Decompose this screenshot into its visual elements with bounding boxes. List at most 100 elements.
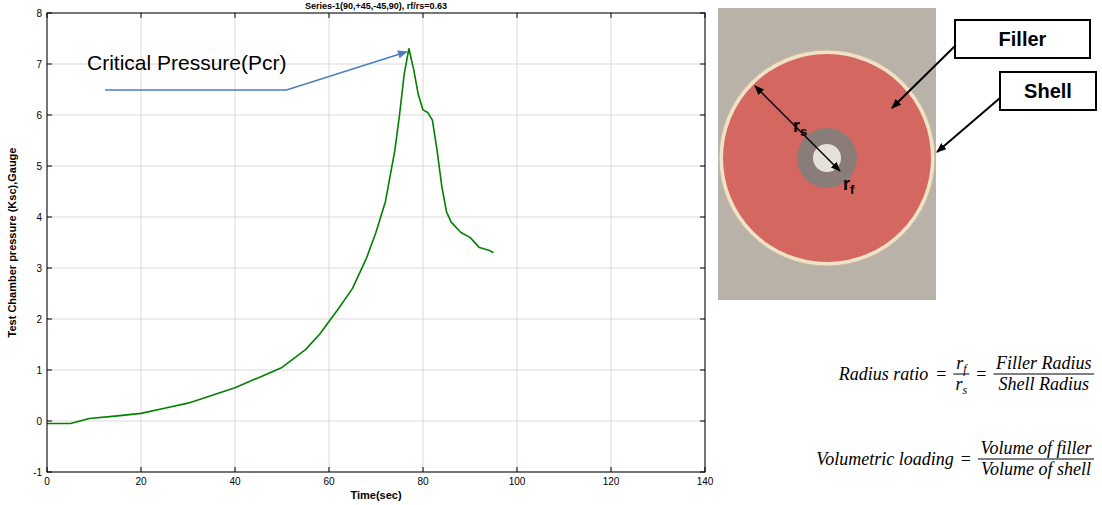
y-axis-title: Test Chamber pressure (Ksc),Gauge	[6, 148, 18, 338]
grid-line	[235, 13, 236, 472]
text-base: Shell Radius	[999, 374, 1090, 394]
tick-mark	[235, 13, 236, 18]
fraction-denominator: rs	[955, 374, 967, 397]
tick-mark	[47, 268, 52, 269]
grid-line	[47, 268, 705, 269]
tick-mark	[700, 217, 705, 218]
tick-mark	[611, 13, 612, 18]
tick-label: 80	[417, 476, 429, 487]
formula-lhs: Radius ratio	[838, 364, 929, 384]
tick-mark	[517, 467, 518, 472]
grid-line	[141, 13, 142, 472]
grid-line	[47, 421, 705, 422]
grid-line	[47, 166, 705, 167]
tick-mark	[47, 421, 52, 422]
text-subscript: f	[850, 182, 855, 197]
tick-mark	[700, 370, 705, 371]
annotation: Critical Pressure(Pcr)	[87, 51, 287, 74]
formula-lhs: Volumetric loading	[816, 449, 954, 469]
fraction-bar	[994, 374, 1095, 375]
tick-mark	[47, 217, 52, 218]
plot-data	[47, 49, 494, 424]
grid-line	[47, 115, 705, 116]
x-axis-title: Time(sec)	[350, 489, 401, 501]
radius-label: rs	[793, 116, 807, 139]
tick-mark	[47, 115, 52, 116]
tick-label: 6	[36, 110, 42, 121]
text-base: r	[843, 174, 850, 194]
text-base: Filler Radius	[995, 353, 1092, 373]
grid-line	[611, 13, 612, 472]
formula: Radius ratio=rfrs=Filler RadiusShell Rad…	[838, 353, 1094, 397]
callout-box	[955, 20, 1090, 58]
text-base: Volume of shell	[981, 459, 1091, 479]
chart-title: Series-1(90,+45,-45,90), rf/rs=0.63	[305, 1, 447, 11]
tick-mark	[700, 166, 705, 167]
tick-mark	[141, 467, 142, 472]
tick-mark	[700, 319, 705, 320]
radius-arrow	[827, 158, 840, 171]
tick-label: 5	[36, 161, 42, 172]
callout-arrow	[937, 98, 1000, 152]
plot-bg	[47, 13, 705, 472]
callout-label: Filler	[999, 28, 1047, 50]
tick-mark	[329, 13, 330, 18]
tick-mark	[235, 467, 236, 472]
tick-mark	[47, 370, 52, 371]
tick-label: 1	[36, 365, 42, 376]
text-base: Volume of filler	[981, 438, 1093, 458]
grid-line	[47, 319, 705, 320]
tick-label: -1	[33, 467, 42, 478]
plot-frame	[47, 13, 705, 472]
tick-label: 7	[36, 59, 42, 70]
tick-label: 20	[135, 476, 147, 487]
grid-line	[47, 370, 705, 371]
annotation-arrow	[105, 52, 407, 90]
tick-mark	[423, 467, 424, 472]
text-subscript: s	[963, 383, 968, 397]
grid-line	[329, 13, 330, 472]
tick-label: 4	[36, 212, 42, 223]
figure: 020406080100120140-1012345678Series-1(90…	[0, 0, 1102, 505]
tick-mark	[700, 115, 705, 116]
grid-line	[517, 13, 518, 472]
fraction-bar	[978, 459, 1094, 460]
tick-label: 60	[323, 476, 335, 487]
text-base: r	[793, 116, 800, 136]
radius-arrow	[755, 86, 827, 158]
tick-mark	[329, 467, 330, 472]
tick-mark	[141, 13, 142, 18]
tick-mark	[47, 64, 52, 65]
tick-label: 8	[36, 8, 42, 19]
tick-label: 2	[36, 314, 42, 325]
grid-line	[47, 217, 705, 218]
tick-label: 0	[44, 476, 50, 487]
tick-mark	[700, 421, 705, 422]
formula-operator: =	[961, 449, 971, 469]
tick-label: 3	[36, 263, 42, 274]
tick-mark	[47, 166, 52, 167]
fraction-denominator: Shell Radius	[999, 374, 1090, 394]
tick-mark	[423, 13, 424, 18]
fraction-denominator: Volume of shell	[981, 459, 1091, 479]
formula-operator: =	[976, 364, 986, 384]
fraction-numerator: Volume of filler	[981, 438, 1093, 458]
fraction-bar	[953, 374, 969, 375]
tick-label: 0	[36, 416, 42, 427]
tick-mark	[700, 268, 705, 269]
fraction-numerator: Filler Radius	[995, 353, 1092, 373]
text-subscript: s	[800, 124, 807, 139]
fraction-numerator: rf	[956, 353, 968, 376]
formula: Volumetric loading = Volume of fillerVolum…	[816, 438, 1094, 479]
tick-label: 100	[509, 476, 526, 487]
radius-label: rf	[843, 174, 855, 197]
shell	[719, 50, 935, 266]
callout-arrow	[892, 46, 955, 108]
callout-label: Shell	[1024, 80, 1072, 102]
tick-mark	[700, 64, 705, 65]
grid-line	[423, 13, 424, 472]
tick-mark	[517, 13, 518, 18]
callout-box	[1000, 72, 1096, 110]
tick-label: 40	[229, 476, 241, 487]
tick-label: 140	[697, 476, 714, 487]
